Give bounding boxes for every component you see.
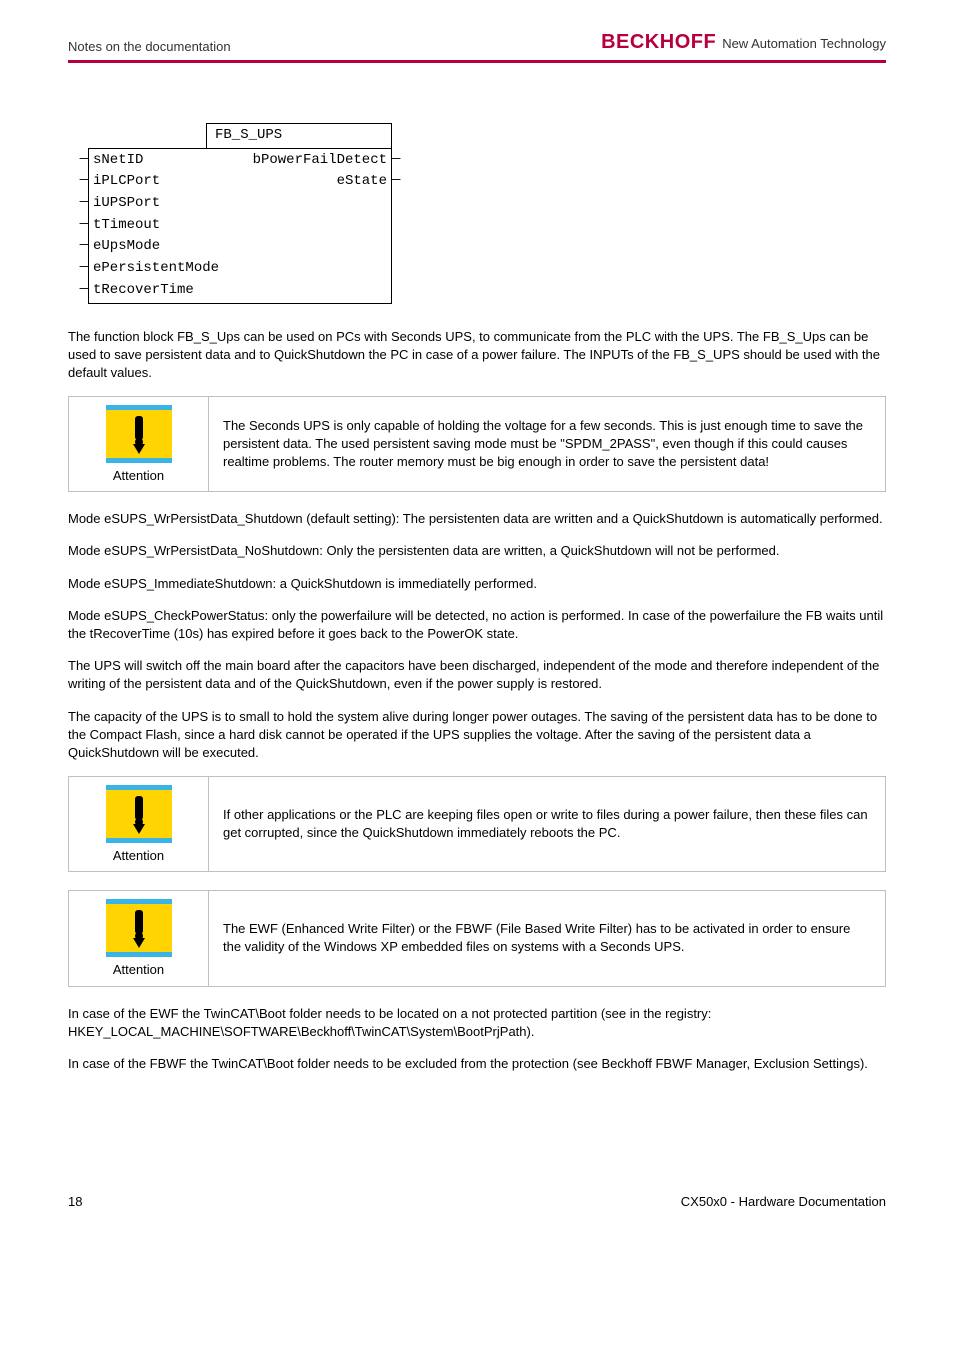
- attention-icon: [106, 899, 172, 957]
- attention-label: Attention: [113, 961, 164, 979]
- paragraph: Mode eSUPS_ImmediateShutdown: a QuickShu…: [68, 575, 886, 593]
- paragraph: The function block FB_S_Ups can be used …: [68, 328, 886, 383]
- callout-icon-column: Attention: [69, 777, 209, 871]
- page-number: 18: [68, 1193, 82, 1211]
- paragraph: The UPS will switch off the main board a…: [68, 657, 886, 693]
- brand-block: BECKHOFF New Automation Technology: [601, 28, 886, 56]
- page-header: Notes on the documentation BECKHOFF New …: [68, 28, 886, 63]
- fb-input: iUPSPort: [93, 193, 202, 215]
- attention-icon: [106, 785, 172, 843]
- paragraph: In case of the FBWF the TwinCAT\Boot fol…: [68, 1055, 886, 1073]
- fb-output: bPowerFailDetect: [210, 150, 387, 172]
- section-title: Notes on the documentation: [68, 38, 231, 56]
- callout-text: If other applications or the PLC are kee…: [209, 777, 885, 871]
- brand-logo-text: BECKHOFF: [601, 28, 716, 56]
- callout-text-content: The Seconds UPS is only capable of holdi…: [223, 417, 871, 472]
- page-footer: 18 CX50x0 - Hardware Documentation: [68, 1193, 886, 1211]
- callout-text: The Seconds UPS is only capable of holdi…: [209, 397, 885, 491]
- fb-output: eState: [210, 171, 387, 193]
- callout-text-content: If other applications or the PLC are kee…: [223, 806, 871, 842]
- attention-callout: Attention If other applications or the P…: [68, 776, 886, 872]
- fb-title: FB_S_UPS: [206, 123, 392, 148]
- fb-input: ePersistentMode: [93, 258, 202, 280]
- paragraph: Mode eSUPS_WrPersistData_NoShutdown: Onl…: [68, 542, 886, 560]
- callout-icon-column: Attention: [69, 891, 209, 985]
- attention-label: Attention: [113, 467, 164, 485]
- paragraph: The capacity of the UPS is to small to h…: [68, 708, 886, 763]
- fb-input: iPLCPort: [93, 171, 202, 193]
- callout-text-content: The EWF (Enhanced Write Filter) or the F…: [223, 920, 871, 956]
- attention-icon: [106, 405, 172, 463]
- fb-input: eUpsMode: [93, 236, 202, 258]
- fb-input: tRecoverTime: [93, 280, 202, 302]
- paragraph: Mode eSUPS_WrPersistData_Shutdown (defau…: [68, 510, 886, 528]
- fb-input: tTimeout: [93, 215, 202, 237]
- doc-title: CX50x0 - Hardware Documentation: [681, 1193, 886, 1211]
- fb-output-labels: bPowerFailDetect eState: [206, 148, 392, 304]
- attention-callout: Attention The EWF (Enhanced Write Filter…: [68, 890, 886, 986]
- paragraph: Mode eSUPS_CheckPowerStatus: only the po…: [68, 607, 886, 643]
- fb-input-wires: ———————: [78, 148, 88, 304]
- brand-tagline: New Automation Technology: [722, 35, 886, 53]
- attention-callout: Attention The Seconds UPS is only capabl…: [68, 396, 886, 492]
- callout-icon-column: Attention: [69, 397, 209, 491]
- paragraph: In case of the EWF the TwinCAT\Boot fold…: [68, 1005, 886, 1041]
- fb-input-labels: sNetID iPLCPort iUPSPort tTimeout eUpsMo…: [88, 148, 206, 304]
- callout-text: The EWF (Enhanced Write Filter) or the F…: [209, 891, 885, 985]
- attention-label: Attention: [113, 847, 164, 865]
- fb-input: sNetID: [93, 150, 202, 172]
- fb-output-wires: ——: [392, 148, 406, 304]
- function-block-diagram: FB_S_UPS ——————— sNetID iPLCPort iUPSPor…: [78, 123, 886, 304]
